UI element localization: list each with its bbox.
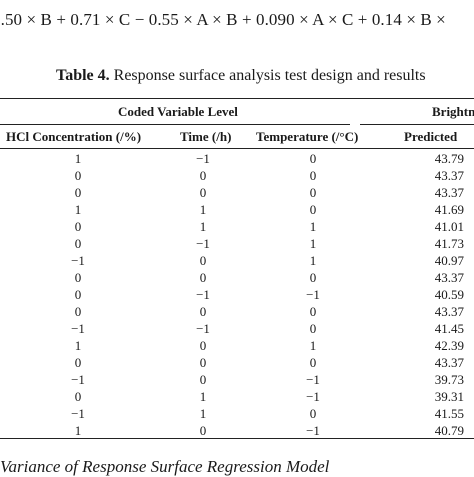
cell-predicted: 43.37 [434,304,464,319]
cell-predicted: 41.73 [434,236,464,251]
cell-hcl-concentration: 1 [74,202,82,217]
cell-time: 1 [199,202,207,217]
cell-temperature: 0 [309,304,317,319]
cell-hcl-concentration: 1 [74,338,82,353]
cell-temperature: 0 [309,321,317,336]
cell-temperature: 1 [309,253,317,268]
cell-temperature: 1 [309,219,317,234]
cell-temperature: 0 [309,355,317,370]
column-header-hcl-concentration: HCl Concentration (/%) [6,129,142,144]
cell-predicted: 39.31 [434,389,464,404]
table-caption: Table 4. Response surface analysis test … [56,67,426,85]
cell-time: −1 [196,151,210,166]
cell-predicted: 43.37 [434,355,464,370]
table-bottom-rule [0,438,474,439]
cell-hcl-concentration: 0 [74,185,82,200]
group-header-brightness: Brightn [432,104,474,119]
cell-time: 0 [199,338,207,353]
cell-time: 0 [199,372,207,387]
group-rule-brightness [360,124,474,125]
cell-temperature: 0 [309,270,317,285]
table-top-rule [0,98,474,99]
cell-time: 0 [199,253,207,268]
cell-time: 1 [199,406,207,421]
table-caption-text: Response surface analysis test design an… [113,67,426,84]
column-header-temperature: Temperature (/°C) [256,129,359,144]
cell-hcl-concentration: 0 [74,355,82,370]
cell-hcl-concentration: −1 [71,253,85,268]
cell-temperature: −1 [306,389,320,404]
cell-hcl-concentration: 0 [74,219,82,234]
table-header-rule [0,148,474,149]
cell-predicted: 40.97 [434,253,464,268]
cell-hcl-concentration: −1 [71,321,85,336]
column-header-time: Time (/h) [180,129,232,144]
cell-predicted: 43.79 [434,151,464,166]
cell-hcl-concentration: 0 [74,304,82,319]
cell-time: −1 [196,287,210,302]
cell-predicted: 41.55 [434,406,464,421]
cell-predicted: 43.37 [434,168,464,183]
cell-time: 1 [199,219,207,234]
cell-predicted: 40.79 [434,423,464,438]
cell-time: 0 [199,423,207,438]
cell-time: 1 [199,389,207,404]
cell-temperature: −1 [306,423,320,438]
cell-predicted: 41.01 [434,219,464,234]
cell-time: 0 [199,270,207,285]
cell-time: 0 [199,168,207,183]
cell-temperature: 0 [309,185,317,200]
cell-hcl-concentration: −1 [71,406,85,421]
cell-temperature: 0 [309,168,317,183]
cell-temperature: 0 [309,202,317,217]
cell-hcl-concentration: 0 [74,168,82,183]
cell-hcl-concentration: 0 [74,236,82,251]
cell-hcl-concentration: −1 [71,372,85,387]
cell-temperature: −1 [306,372,320,387]
group-rule-coded [0,124,350,125]
cell-hcl-concentration: 1 [74,423,82,438]
cell-temperature: 1 [309,338,317,353]
cell-time: 0 [199,185,207,200]
cell-predicted: 43.37 [434,270,464,285]
column-header-predicted: Predicted [404,129,458,144]
cell-hcl-concentration: 1 [74,151,82,166]
cell-temperature: −1 [306,287,320,302]
cell-temperature: 1 [309,236,317,251]
cell-predicted: 41.69 [434,202,464,217]
cell-predicted: 41.45 [434,321,464,336]
group-header-coded-variable-level: Coded Variable Level [118,104,238,119]
cell-hcl-concentration: 0 [74,287,82,302]
cell-time: −1 [196,236,210,251]
cell-temperature: 0 [309,406,317,421]
cell-predicted: 42.39 [434,338,464,353]
cell-temperature: 0 [309,151,317,166]
cell-predicted: 39.73 [434,372,464,387]
regression-equation: 0.50 × B + 0.71 × C − 0.55 × A × B + 0.0… [0,10,446,29]
cell-hcl-concentration: 0 [74,389,82,404]
section-heading-fragment: Variance of Response Surface Regression … [0,457,330,476]
cell-time: 0 [199,355,207,370]
cell-time: −1 [196,321,210,336]
table-caption-label: Table 4. [56,67,110,84]
cell-hcl-concentration: 0 [74,270,82,285]
cell-time: 0 [199,304,207,319]
cell-predicted: 40.59 [434,287,464,302]
cell-predicted: 43.37 [434,185,464,200]
